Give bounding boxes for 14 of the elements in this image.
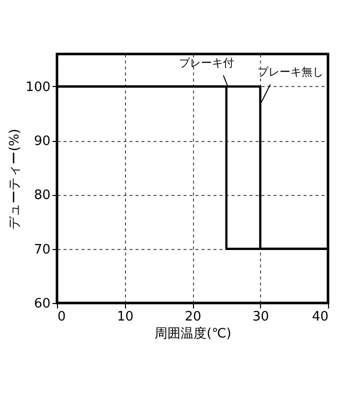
y-tick-label: 90 <box>34 134 50 150</box>
y-tick-label: 70 <box>34 242 50 258</box>
x-tick-label: 30 <box>252 310 270 324</box>
y-tick-label: 80 <box>34 188 50 204</box>
x-tick-label: 20 <box>184 310 202 324</box>
x-axis-title: 周囲温度(℃) <box>154 326 232 342</box>
x-tick-label: 10 <box>116 310 134 324</box>
series-label: ブレーキ無し <box>257 65 324 78</box>
y-axis-title: デューティー(%) <box>8 128 23 230</box>
series-label: ブレーキ付 <box>178 56 234 70</box>
x-tick-label: 0 <box>58 310 66 324</box>
x-tick-label: 40 <box>312 310 328 324</box>
y-tick-label: 100 <box>26 80 50 95</box>
y-tick-label: 60 <box>34 296 50 312</box>
